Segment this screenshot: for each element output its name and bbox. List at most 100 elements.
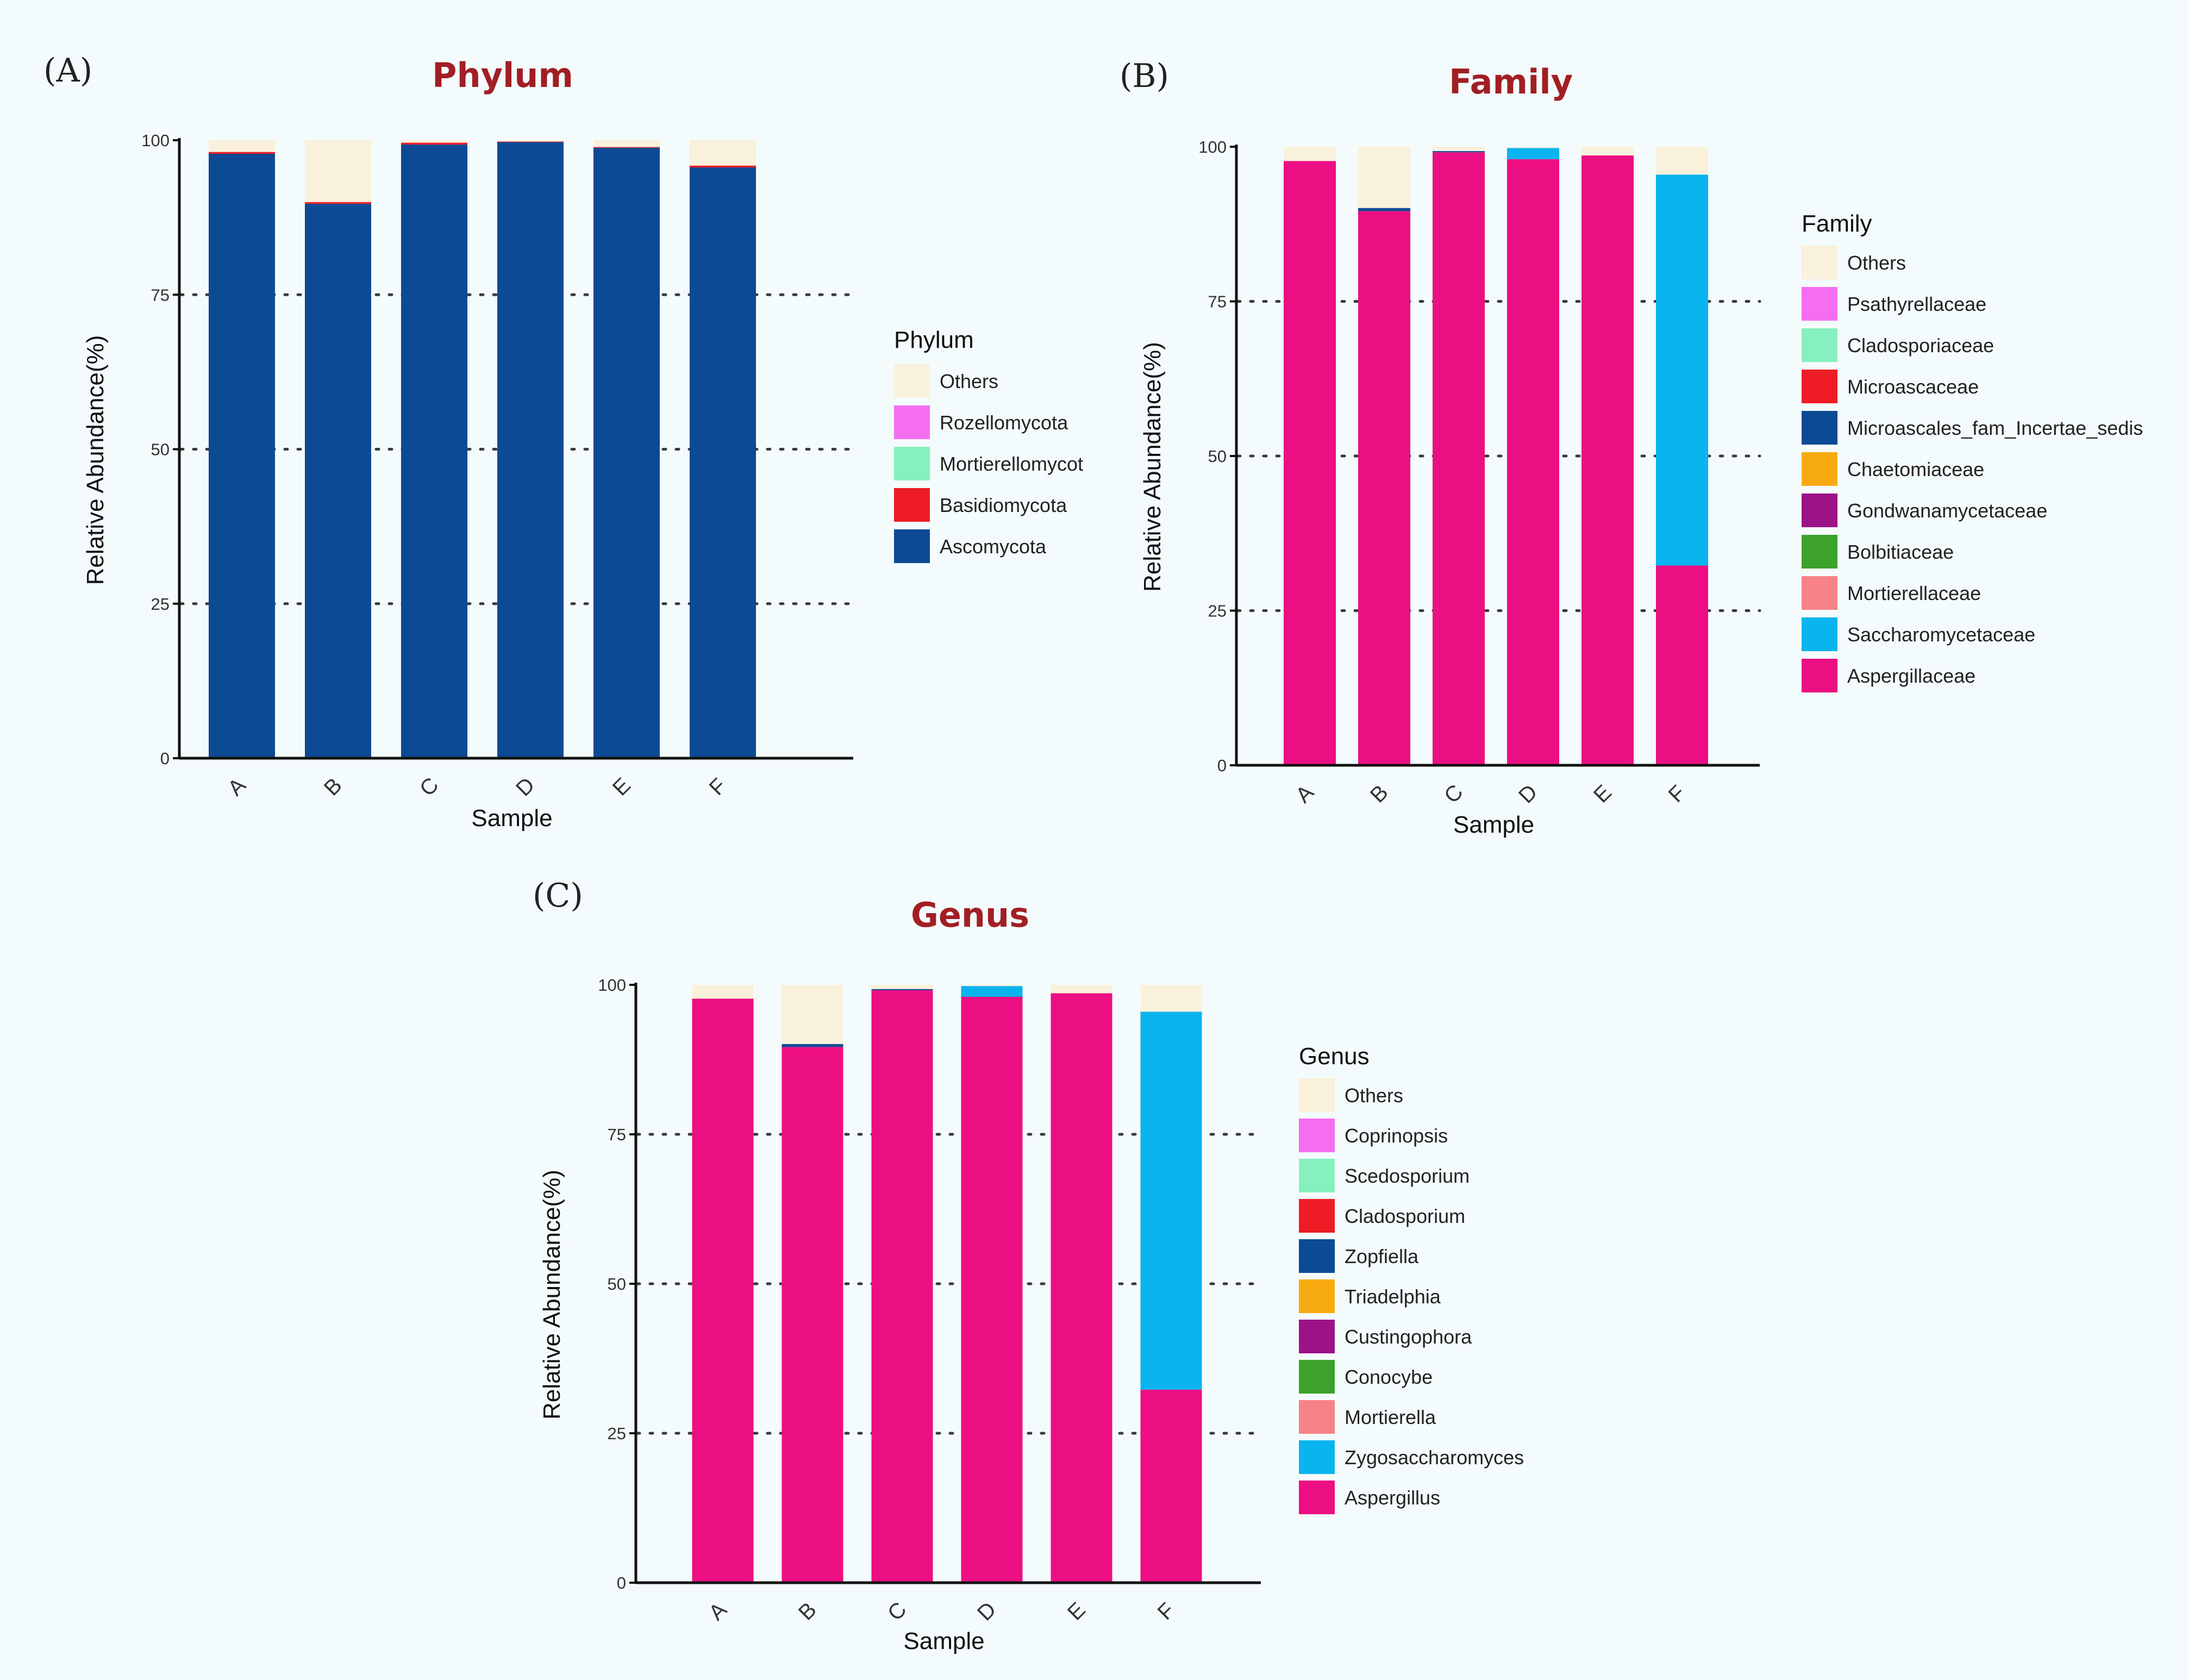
y-axis-title: Relative Abundance(%) (1139, 342, 1166, 592)
legend-swatch (1299, 1119, 1335, 1152)
bar-segment (497, 142, 564, 758)
bar-segment (401, 145, 467, 758)
legend-swatch (1802, 494, 1837, 527)
panel-letter: (B) (1120, 57, 1169, 95)
bar-segment (782, 1047, 843, 1583)
bar-segment (961, 997, 1023, 1583)
y-tick-label: 0 (617, 1573, 626, 1592)
bar-segment (1433, 147, 1485, 151)
legend-swatch (1802, 370, 1837, 403)
legend-swatch (1299, 1199, 1335, 1233)
x-tick-label: A (704, 1598, 732, 1625)
chart-panel-phylum: (A) Phylum A B C D E F 0 25 50 75 100 Sample Relative … (43, 52, 1083, 832)
legend-label: Others (1345, 1084, 1403, 1107)
bar-segment (1433, 152, 1485, 765)
bar-segment (1358, 147, 1410, 208)
legend-label: Cladosporium (1345, 1205, 1465, 1227)
legend-swatch (1802, 287, 1837, 321)
y-tick-label: 25 (151, 595, 170, 614)
legend-swatch (1299, 1481, 1335, 1514)
legend-swatch (1802, 411, 1837, 445)
x-tick-label: F (1153, 1598, 1179, 1625)
legend-swatch (1802, 535, 1837, 569)
bar-segment (782, 1044, 843, 1047)
legend-title: Genus (1299, 1043, 1370, 1070)
x-tick-label: E (1589, 780, 1616, 808)
bar-segment (1051, 993, 1112, 1583)
legend-label: Gondwanamycetaceae (1847, 499, 2047, 522)
bar-segment (1656, 565, 1708, 765)
legend-swatch (1299, 1320, 1335, 1353)
x-axis-title: Sample (471, 805, 552, 832)
x-tick-label: C (1440, 780, 1468, 808)
bar-segment (1656, 147, 1708, 174)
bar-segment (209, 152, 275, 154)
bar-segment (690, 167, 756, 758)
figure-canvas: (A) Phylum A B C D E F 0 25 50 75 100 Sample Relative … (0, 0, 2188, 1680)
chart-title: Genus (911, 895, 1029, 935)
bar-segment (1581, 155, 1634, 765)
legend-label: Microascales_fam_Incertae_sedis (1847, 417, 2143, 439)
y-axis-title: Relative Abundance(%) (82, 335, 109, 585)
bar-segment (1507, 148, 1559, 159)
x-tick-label: D (511, 773, 540, 801)
legend-label: Chaetomiaceae (1847, 458, 1984, 480)
bar-segment (872, 990, 933, 1583)
bar-segment (305, 202, 371, 204)
legend-swatch (1802, 328, 1837, 362)
panel-letter: (A) (43, 52, 92, 90)
bar-segment (1358, 211, 1410, 765)
legend-label: Mortierella (1345, 1406, 1436, 1428)
bar-segment (401, 143, 467, 145)
bar-segment (1284, 161, 1336, 765)
x-tick-label: A (223, 773, 251, 801)
legend-label: Custingophora (1345, 1326, 1472, 1348)
bar-segment (782, 985, 843, 1044)
legend-label: Psathyrellaceae (1847, 293, 1986, 315)
y-tick-label: 75 (151, 285, 170, 304)
legend-label: Others (940, 370, 998, 392)
legend-swatch (1802, 246, 1837, 279)
y-tick-label: 100 (598, 976, 626, 995)
bar-segment (1141, 1012, 1202, 1390)
bar-segment (497, 141, 564, 142)
chart-panel-genus: (C) Genus A B C D E F 0 25 50 75 100 Sample Relative A… (533, 877, 1524, 1654)
bar-segment (690, 140, 756, 166)
legend-swatch (1299, 1440, 1335, 1474)
y-tick-label: 50 (1208, 447, 1227, 466)
bar-segment (1581, 147, 1634, 155)
x-tick-label: A (1291, 780, 1318, 808)
y-tick-label: 0 (160, 749, 170, 768)
chart-title: Phylum (432, 55, 573, 95)
bar-segment (401, 140, 467, 143)
legend: Family Others Psathyrellaceae Cladosporiace… (1802, 210, 2143, 692)
x-tick-label: E (608, 773, 635, 801)
y-tick-label: 100 (1198, 138, 1227, 157)
legend-swatch (894, 488, 930, 522)
legend-label: Zygosaccharomyces (1345, 1446, 1524, 1469)
legend-swatch (894, 405, 930, 439)
legend-label: Microascaceae (1847, 376, 1979, 398)
bar-segment (961, 985, 1023, 986)
bar-segment (1656, 174, 1708, 565)
x-axis-title: Sample (1453, 811, 1534, 838)
bar-segment (690, 166, 756, 167)
bar-segment (497, 140, 564, 141)
legend-label: Coprinopsis (1345, 1125, 1448, 1147)
bar-segment (1507, 159, 1559, 765)
legend-swatch (894, 529, 930, 563)
bar-segment (209, 140, 275, 152)
bar-segment (1507, 147, 1559, 148)
bar-segment (593, 140, 660, 147)
bar-segment (961, 986, 1023, 997)
bar-segment (1051, 985, 1112, 993)
legend: Genus Others Coprinopsis Scedosporium Clados… (1299, 1043, 1524, 1514)
x-tick-label: D (1514, 780, 1542, 808)
x-tick-label: D (973, 1597, 1001, 1626)
bar-segment (1284, 147, 1336, 161)
legend-label: Bolbitiaceae (1847, 541, 1954, 563)
legend-label: Others (1847, 252, 1906, 274)
x-tick-label: B (320, 773, 347, 801)
legend-swatch (1299, 1239, 1335, 1273)
legend-label: Triadelphia (1345, 1285, 1441, 1308)
